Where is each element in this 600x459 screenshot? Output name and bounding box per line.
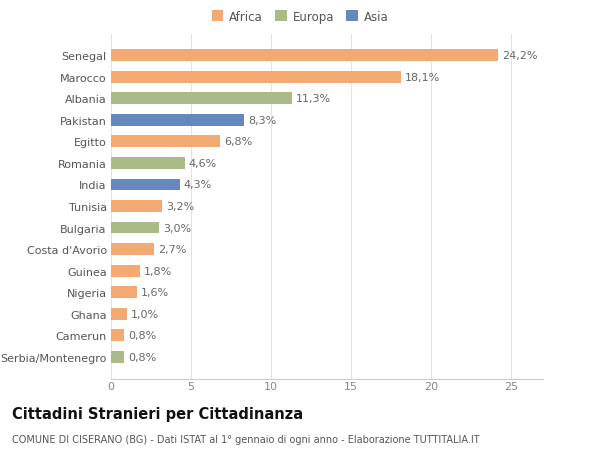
Text: COMUNE DI CISERANO (BG) - Dati ISTAT al 1° gennaio di ogni anno - Elaborazione T: COMUNE DI CISERANO (BG) - Dati ISTAT al … <box>12 434 479 444</box>
Bar <box>111 50 498 62</box>
Text: 3,2%: 3,2% <box>166 202 194 212</box>
Text: 2,7%: 2,7% <box>158 245 187 255</box>
Text: 1,0%: 1,0% <box>131 309 159 319</box>
Bar <box>111 308 127 320</box>
Bar <box>111 136 220 148</box>
Text: 8,3%: 8,3% <box>248 116 276 125</box>
Text: 4,6%: 4,6% <box>188 158 217 168</box>
Bar <box>111 351 124 363</box>
Bar <box>111 330 124 341</box>
Text: 1,6%: 1,6% <box>140 288 169 297</box>
Text: 11,3%: 11,3% <box>296 94 331 104</box>
Bar <box>111 222 159 234</box>
Text: 24,2%: 24,2% <box>502 51 538 61</box>
Text: 4,3%: 4,3% <box>184 180 212 190</box>
Bar <box>111 244 154 256</box>
Bar <box>111 201 162 213</box>
Bar <box>111 179 180 191</box>
Bar <box>111 265 140 277</box>
Bar <box>111 115 244 126</box>
Bar <box>111 93 292 105</box>
Bar <box>111 287 137 298</box>
Bar <box>111 72 401 84</box>
Text: 3,0%: 3,0% <box>163 223 191 233</box>
Text: 6,8%: 6,8% <box>224 137 252 147</box>
Legend: Africa, Europa, Asia: Africa, Europa, Asia <box>209 8 391 26</box>
Text: 0,8%: 0,8% <box>128 330 156 341</box>
Bar <box>111 157 185 169</box>
Text: 1,8%: 1,8% <box>144 266 172 276</box>
Text: 18,1%: 18,1% <box>404 73 440 83</box>
Text: Cittadini Stranieri per Cittadinanza: Cittadini Stranieri per Cittadinanza <box>12 406 303 421</box>
Text: 0,8%: 0,8% <box>128 352 156 362</box>
